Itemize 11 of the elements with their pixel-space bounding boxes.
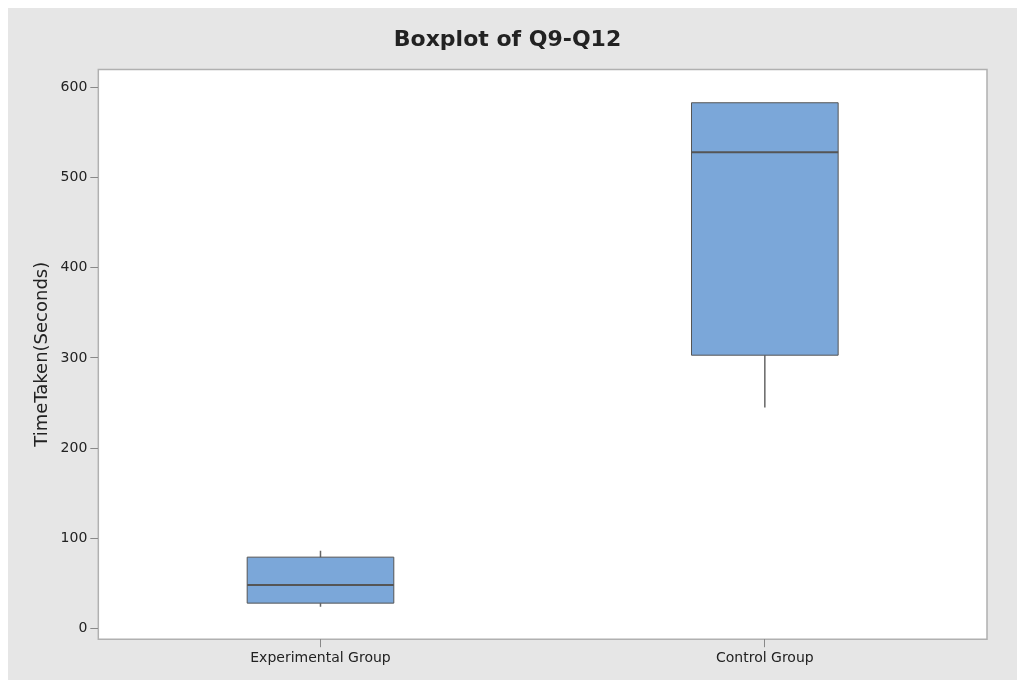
y-axis-title: TimeTaken(Seconds)	[30, 261, 52, 448]
y-tick-label: 400	[60, 258, 88, 275]
y-tick-label: 500	[60, 168, 88, 185]
y-tick-label: 0	[78, 619, 88, 636]
y-tick-label: 100	[60, 528, 88, 545]
y-tick-label: 600	[60, 78, 88, 95]
x-tick-label: Experimental Group	[250, 649, 391, 666]
x-tick-label: Control Group	[715, 649, 814, 666]
y-tick-label: 200	[60, 438, 88, 455]
y-tick-label: 300	[60, 348, 88, 365]
chart-title: Boxplot of Q9-Q12	[393, 25, 622, 51]
